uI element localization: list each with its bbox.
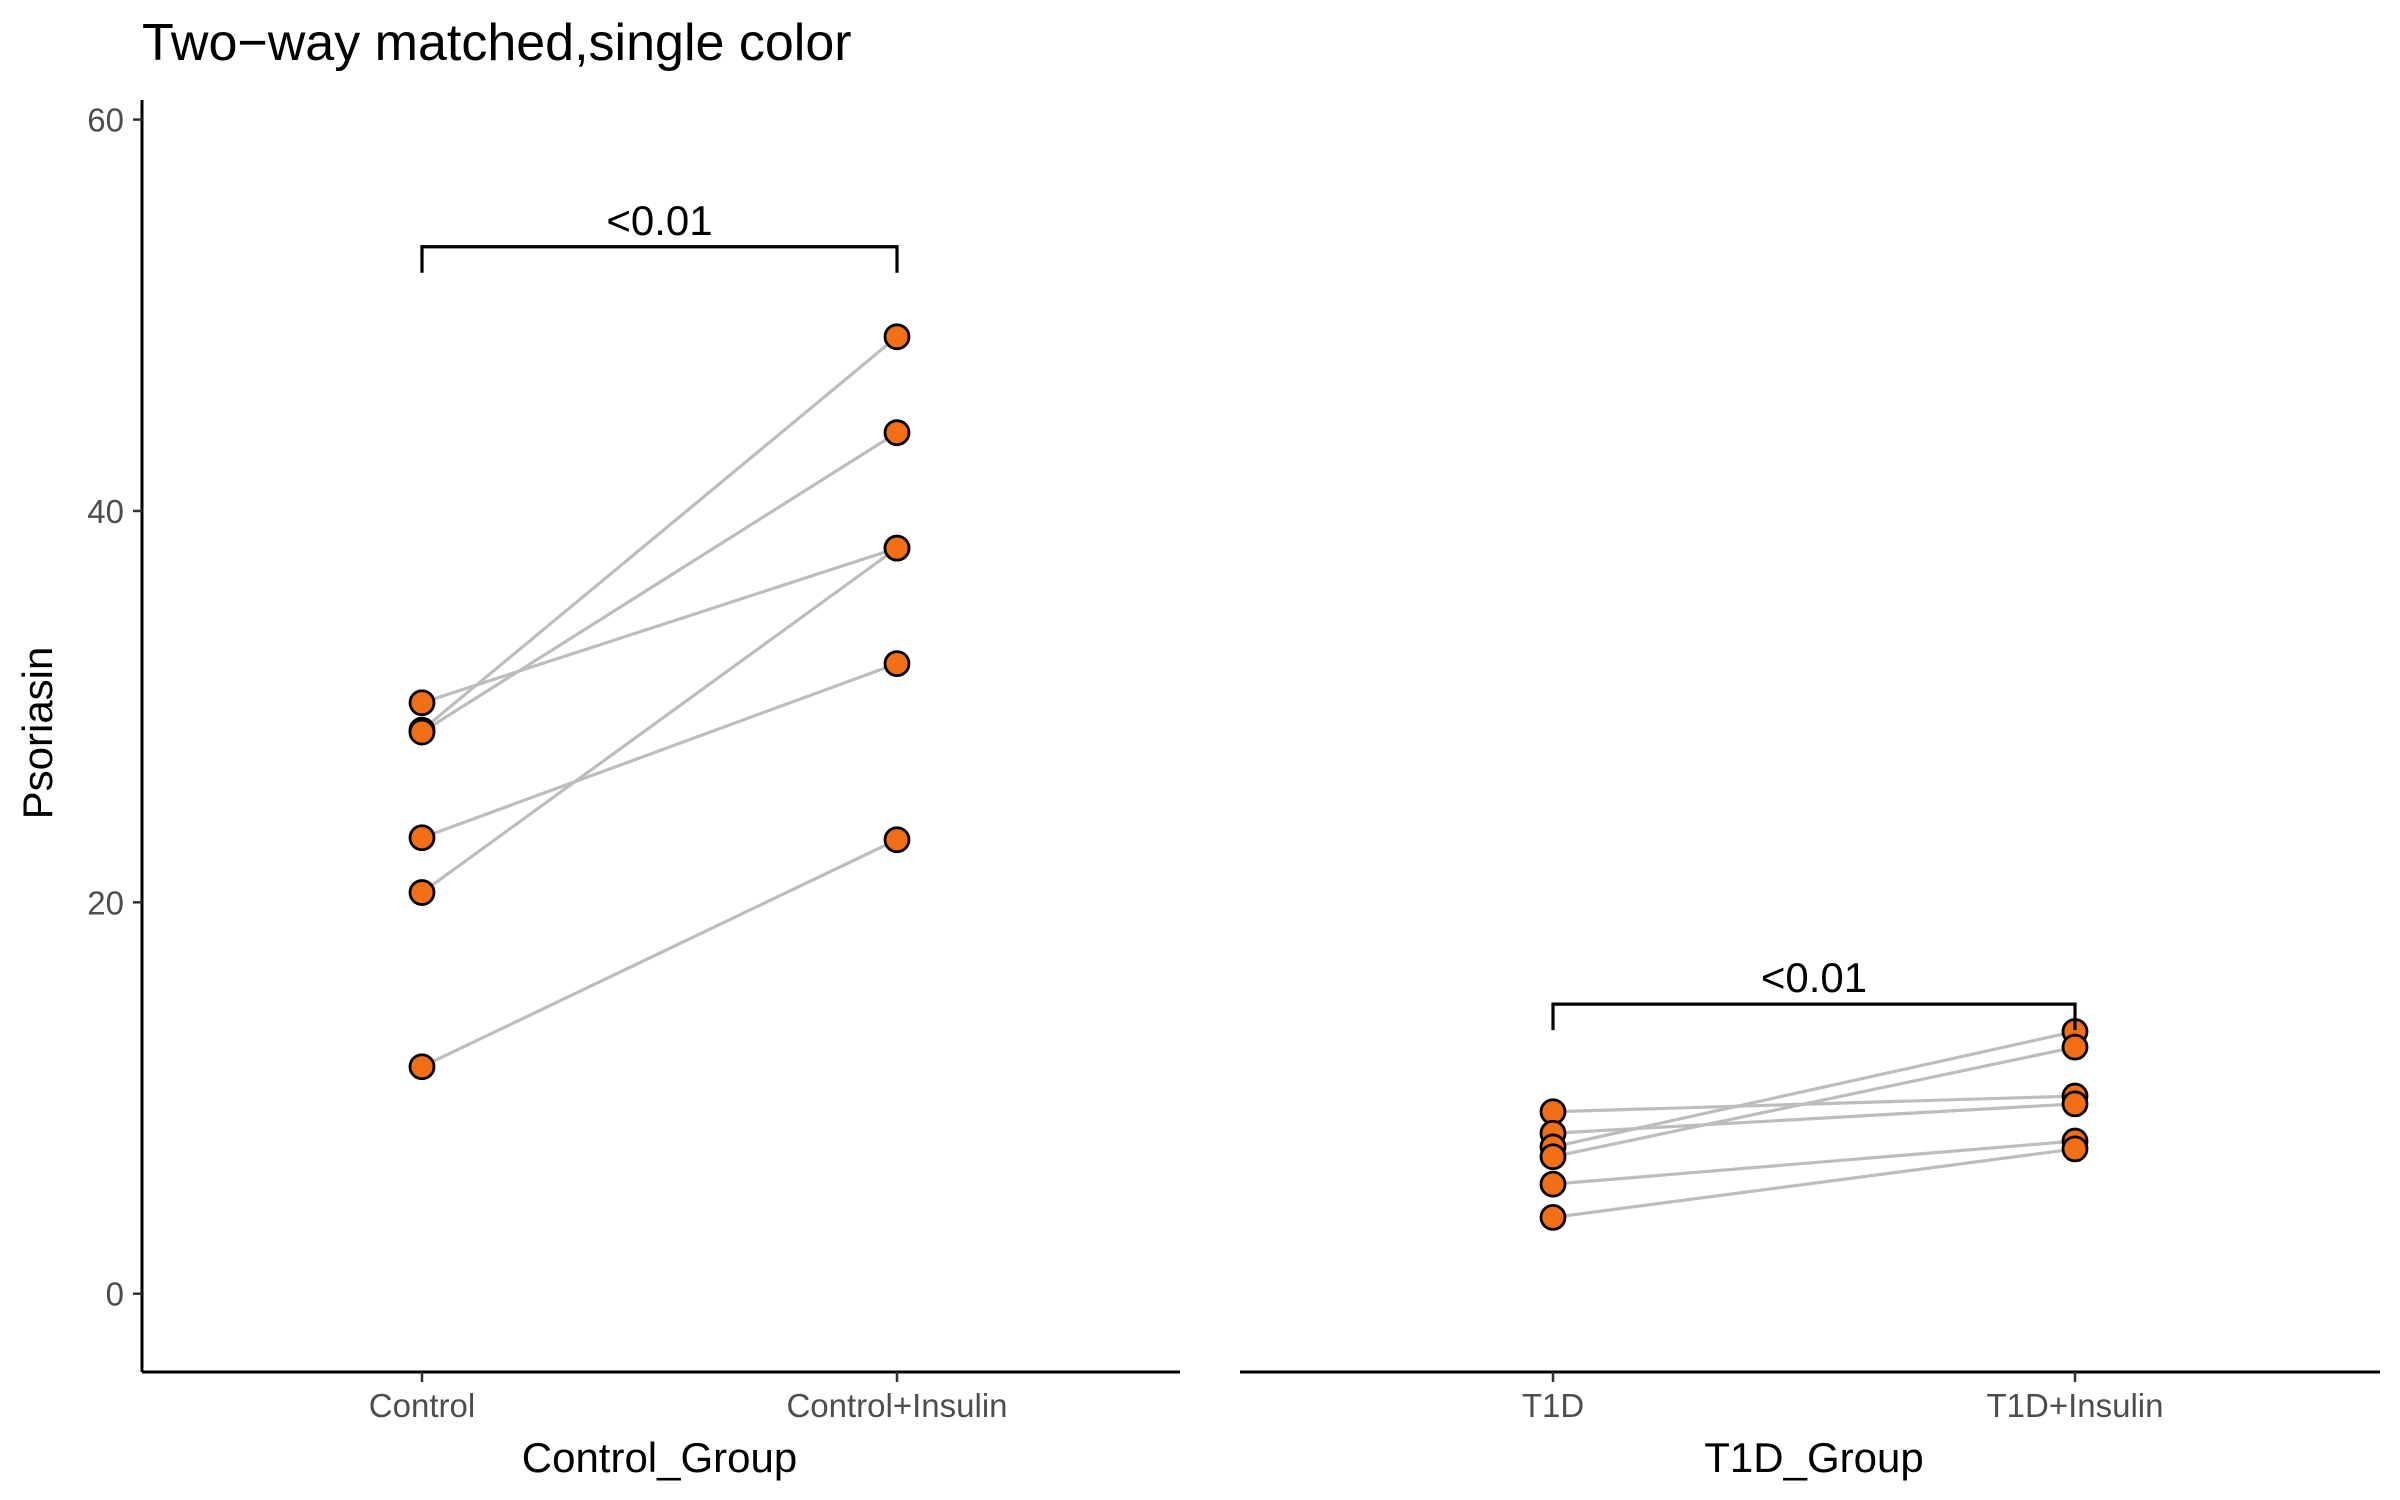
x-axis-title: T1D_Group (1704, 1434, 1923, 1481)
y-axis-title: Psoriasin (14, 647, 61, 820)
data-point (2061, 1090, 2089, 1118)
data-point (1539, 1204, 1567, 1231)
data-point (883, 534, 911, 562)
pair-line (1552, 1147, 2076, 1219)
panel-1: Control Control+Insulin Control_Group <0.01 (142, 197, 1180, 1481)
significance-bracket (1551, 1002, 2077, 1031)
y-tick-label: 40 (87, 493, 124, 530)
pair-line (1552, 1045, 2076, 1159)
plot-area: 0 20 40 60 Control Control+Insulin Control_Gro… (87, 100, 2380, 1481)
data-point (408, 718, 436, 746)
p-value-label: <0.01 (606, 197, 712, 244)
data-point (2061, 1033, 2089, 1061)
data-point (883, 419, 911, 447)
y-tick-label: 60 (87, 102, 124, 139)
x-tick-label: Control (369, 1387, 475, 1424)
significance-bracket (420, 245, 899, 273)
y-tick-label: 0 (106, 1276, 124, 1313)
pair-line (420, 335, 899, 732)
data-point (408, 879, 436, 906)
y-tick-label: 20 (87, 884, 124, 921)
pair-line (1552, 1139, 2076, 1186)
pair-line (421, 546, 898, 894)
p-value-label: <0.01 (1761, 954, 1867, 1001)
pair-line (421, 431, 898, 734)
data-point (883, 650, 911, 677)
pair-line (421, 546, 898, 705)
data-point (883, 826, 911, 854)
data-point (408, 1053, 436, 1081)
pair-line (421, 838, 898, 1069)
pair-line (1552, 1094, 2076, 1114)
data-point (2061, 1135, 2089, 1163)
data-point (1539, 1170, 1567, 1198)
data-point (408, 824, 436, 852)
chart-title: Two−way matched,single color (142, 14, 852, 72)
panel-2: T1D T1D+Insulin T1D_Group <0.01 (1240, 954, 2380, 1481)
data-point (1539, 1143, 1567, 1171)
x-tick-label: T1D+Insulin (1986, 1387, 2163, 1424)
pair-line (1552, 1029, 2076, 1149)
data-point (883, 323, 911, 351)
x-axis-title: Control_Group (522, 1434, 797, 1481)
data-point (408, 689, 436, 717)
pair-line (421, 662, 898, 840)
x-tick-label: T1D (1522, 1387, 1584, 1424)
x-tick-label: Control+Insulin (786, 1387, 1007, 1424)
